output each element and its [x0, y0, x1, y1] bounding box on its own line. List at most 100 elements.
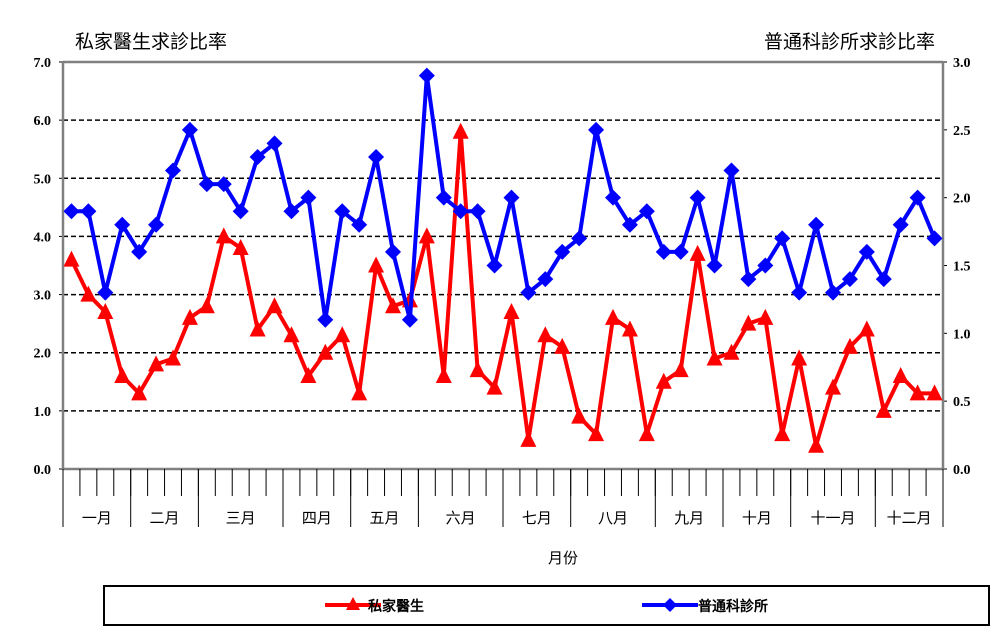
data-point-diamond: [368, 148, 385, 165]
data-point-diamond: [401, 311, 418, 328]
data-point-triangle: [588, 425, 605, 442]
left-tick-label: 0.0: [34, 463, 52, 478]
data-point-diamond: [435, 189, 452, 206]
data-point-triangle: [131, 384, 148, 401]
data-point-triangle: [892, 366, 909, 383]
left-tick-label: 2.0: [34, 347, 52, 362]
data-point-triangle: [452, 122, 469, 139]
data-point-triangle: [808, 436, 825, 453]
data-point-triangle: [825, 378, 841, 395]
data-point-diamond: [740, 271, 757, 288]
data-point-diamond: [638, 203, 655, 220]
data-point-triangle: [469, 361, 486, 378]
data-point-triangle: [334, 326, 351, 343]
data-point-diamond: [689, 189, 706, 206]
right-tick-label: 0.5: [953, 395, 971, 410]
data-point-triangle: [351, 384, 368, 401]
legend-marker-clinic: [642, 598, 698, 612]
month-label: 八月: [598, 509, 628, 527]
data-point-diamond: [249, 148, 266, 165]
data-point-triangle: [317, 343, 334, 360]
data-point-triangle: [266, 297, 283, 314]
data-point-diamond: [334, 203, 351, 220]
right-tick-label: 2.0: [953, 192, 971, 207]
data-point-triangle: [63, 250, 80, 267]
data-point-triangle: [520, 430, 537, 447]
data-point-diamond: [351, 216, 368, 233]
data-point-diamond: [418, 67, 435, 84]
data-point-triangle: [909, 384, 926, 401]
data-point-triangle: [283, 326, 300, 343]
left-tick-label: 4.0: [34, 230, 52, 245]
data-point-diamond: [858, 243, 875, 260]
data-point-triangle: [689, 244, 706, 261]
data-point-diamond: [486, 257, 503, 274]
data-point-diamond: [672, 243, 689, 260]
data-point-diamond: [875, 271, 892, 288]
left-tick-label: 5.0: [34, 172, 52, 187]
series-line-1: [71, 73, 937, 322]
data-point-diamond: [520, 284, 537, 301]
right-tick-label: 1.0: [953, 327, 971, 342]
month-label: 七月: [522, 509, 552, 527]
data-point-diamond: [791, 284, 808, 301]
data-point-triangle: [926, 384, 943, 401]
legend-label-clinic: 普通科診所: [698, 599, 768, 615]
data-point-diamond: [266, 135, 283, 152]
data-point-diamond: [97, 284, 114, 301]
data-point-diamond: [63, 203, 80, 220]
data-point-diamond: [723, 162, 740, 179]
data-point-triangle: [165, 349, 181, 366]
month-label: 二月: [150, 509, 180, 527]
month-label: 四月: [302, 509, 332, 527]
data-point-diamond: [131, 243, 148, 260]
data-point-diamond: [892, 216, 909, 233]
right-axis-title: 普通科診所求診比率: [764, 31, 936, 53]
data-point-triangle: [554, 337, 571, 354]
data-point-triangle: [435, 366, 452, 383]
data-point-triangle: [655, 372, 672, 389]
data-point-triangle: [740, 314, 757, 331]
data-point-triangle: [621, 320, 638, 337]
data-point-diamond: [300, 189, 317, 206]
data-point-triangle: [757, 308, 774, 325]
data-point-triangle: [148, 355, 165, 372]
data-point-diamond: [503, 189, 520, 206]
data-point-triangle: [198, 297, 215, 314]
data-point-triangle: [638, 425, 655, 442]
month-label: 三月: [226, 509, 256, 527]
month-label: 六月: [446, 509, 476, 527]
month-label: 一月: [82, 509, 112, 527]
data-point-diamond: [841, 271, 858, 288]
month-label: 十一月: [810, 509, 855, 527]
month-label: 五月: [370, 509, 400, 527]
data-point-diamond: [537, 271, 554, 288]
data-point-diamond: [181, 121, 198, 138]
data-point-diamond: [706, 257, 723, 274]
data-point-diamond: [554, 243, 571, 260]
data-point-diamond: [588, 121, 605, 138]
data-point-triangle: [114, 366, 131, 383]
data-point-diamond: [909, 189, 926, 206]
data-point-diamond: [774, 230, 791, 247]
data-point-triangle: [300, 366, 317, 383]
left-tick-label: 6.0: [34, 114, 52, 129]
data-point-diamond: [621, 216, 638, 233]
data-point-triangle: [232, 239, 249, 256]
data-point-triangle: [858, 320, 875, 337]
data-point-triangle: [249, 320, 266, 337]
month-label: 十二月: [887, 509, 932, 527]
data-point-triangle: [605, 308, 621, 325]
data-point-diamond: [571, 230, 588, 247]
data-point-triangle: [368, 256, 385, 273]
right-tick-label: 2.5: [953, 124, 971, 139]
left-tick-label: 1.0: [34, 405, 52, 420]
data-point-diamond: [808, 216, 825, 233]
data-point-triangle: [774, 425, 791, 442]
data-point-triangle: [181, 308, 198, 325]
month-label: 九月: [674, 509, 704, 527]
data-point-diamond: [198, 176, 215, 193]
data-point-triangle: [418, 227, 435, 244]
